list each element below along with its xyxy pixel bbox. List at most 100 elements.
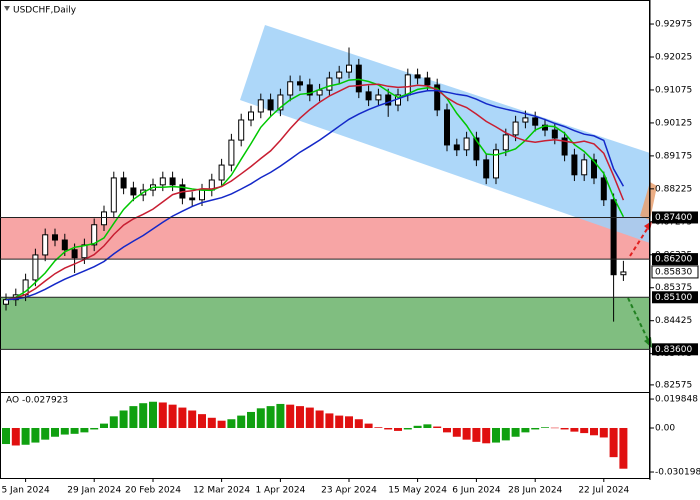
ao-bar (21, 427, 30, 445)
ao-bar (305, 407, 314, 428)
ao-title: AO -0.027923 (6, 396, 68, 406)
ao-bar (492, 427, 500, 443)
candle-body (551, 129, 558, 139)
x-tick-label: 1 Apr 2024 (255, 486, 305, 496)
candle-body (297, 81, 303, 86)
candle-body (522, 117, 529, 123)
ao-bar (217, 420, 226, 428)
level-label-box (652, 291, 698, 304)
candle-body (591, 159, 597, 179)
title-icon (4, 6, 10, 11)
ao-bar (345, 416, 353, 428)
candle-body (91, 224, 98, 246)
candle-body (189, 197, 196, 201)
candle-body (238, 119, 245, 141)
candle-body (620, 271, 627, 276)
candle-body (424, 77, 431, 86)
ao-bar (325, 413, 334, 428)
arrow-down (627, 297, 649, 341)
x-tick-label: 5 Jan 2024 (1, 486, 49, 496)
ao-bar (394, 427, 402, 431)
arrow-up (629, 225, 650, 257)
ao-bar (423, 424, 432, 428)
level-label: 0.86200 (655, 255, 692, 265)
level-label-box (652, 253, 698, 266)
candle-body (571, 154, 578, 176)
candle-body (532, 117, 539, 126)
ao-bar (286, 404, 295, 428)
candle-body (502, 134, 509, 151)
candle-body (434, 84, 441, 111)
ao-bar (354, 419, 363, 428)
ao-bar (482, 427, 491, 444)
ao-bar (198, 414, 206, 428)
candle-body (169, 177, 176, 186)
ao-bar (521, 427, 530, 433)
candle-body (101, 211, 107, 226)
y-tick-label: 0.84425 (655, 316, 692, 326)
y-tick-label: 0.91075 (655, 85, 692, 95)
ao-tick-label: 0.00 (655, 423, 675, 433)
ao-bar (178, 407, 187, 428)
ao-bar (100, 423, 108, 428)
chart-title: USDCHF,Daily (13, 6, 77, 16)
candle-body (159, 177, 166, 186)
zone (0, 217, 650, 260)
moving-average (5, 89, 625, 301)
ao-bar (580, 427, 589, 434)
candle-body (218, 164, 225, 181)
candle-body (346, 64, 352, 73)
candle-body (463, 137, 470, 151)
ao-bar (276, 403, 285, 428)
candle-body (404, 74, 411, 96)
y-tick-label: 0.90125 (655, 118, 692, 128)
ao-bar (403, 427, 412, 430)
ao-bar (168, 404, 177, 428)
ao-bar (335, 415, 344, 428)
candle-body (512, 121, 519, 136)
x-tick-label: 12 Mar 2024 (193, 486, 250, 496)
x-tick-label: 6 Jun 2024 (452, 486, 501, 496)
current-price-box (651, 265, 699, 279)
candle-body (581, 159, 588, 176)
candle-body (444, 109, 450, 146)
candle-body (483, 159, 490, 179)
candle-body (336, 71, 343, 79)
ao-bar (188, 410, 197, 428)
x-tick-label: 29 Jan 2024 (67, 486, 121, 496)
ao-bar (207, 417, 216, 428)
ao-bar (609, 427, 618, 458)
zone (0, 297, 650, 350)
ao-bar (511, 427, 520, 437)
candle-body (277, 94, 284, 111)
candle-body (561, 137, 568, 156)
candle-body (228, 139, 235, 166)
candle-body (267, 99, 274, 111)
moving-average (5, 83, 625, 301)
candle-body (130, 187, 137, 196)
y-tick-label: 0.85375 (655, 283, 692, 293)
candle-body (306, 84, 313, 96)
candle-body (385, 94, 392, 106)
ao-bar (109, 416, 118, 428)
candle-body (71, 249, 78, 259)
ao-bar (550, 427, 559, 429)
level-label: 0.87400 (655, 213, 692, 223)
candle-body (453, 144, 460, 151)
ao-bar (590, 427, 598, 436)
ao-bar (443, 427, 451, 433)
candle-body (355, 64, 362, 93)
y-tick-label: 0.92975 (655, 20, 692, 30)
ao-bar (139, 403, 148, 428)
candle-body (3, 299, 9, 305)
candle-body (81, 244, 88, 259)
candle-body (414, 74, 421, 79)
moving-average (5, 78, 625, 301)
y-tick-label: 0.92025 (655, 52, 692, 62)
x-tick-label: 23 Apr 2024 (321, 486, 377, 496)
ao-bar (541, 427, 549, 428)
candle-body (61, 239, 68, 251)
x-tick-label: 22 Jul 2024 (578, 486, 629, 496)
candle-body (473, 137, 480, 161)
candle-body (110, 177, 117, 213)
